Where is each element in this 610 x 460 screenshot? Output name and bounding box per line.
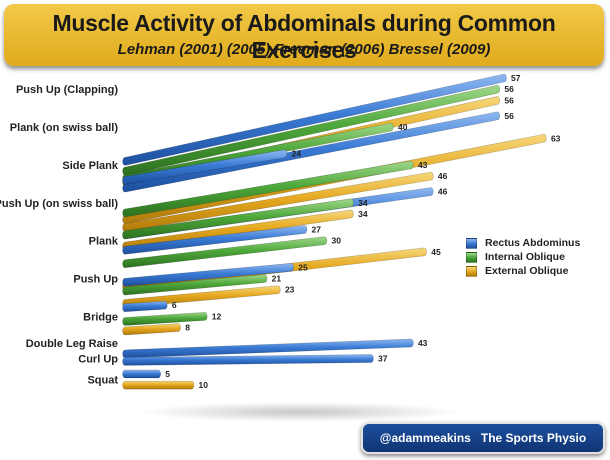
bar-side-plank-external-oblique [122, 171, 434, 232]
value-label-push-up-clapping-external-oblique: 56 [504, 95, 514, 105]
bar-curl-up-rectus-abdominus [122, 354, 374, 366]
credit-name: The Sports Physio [480, 431, 587, 445]
bar-push-up-clapping-internal-oblique [122, 84, 501, 176]
value-label-plank-on-swiss-ball-external-oblique: 63 [551, 133, 561, 143]
category-label-push-up: Push Up [73, 274, 118, 286]
chart-title: Muscle Activity of Abdominals during Com… [52, 10, 556, 63]
legend-label-external-oblique: External Oblique [485, 265, 569, 277]
value-label-push-up-clapping-rectus-abdominus: 57 [511, 73, 521, 83]
value-label-plank-external-oblique: 45 [431, 247, 441, 257]
value-label-push-up-on-swiss-ball-external-oblique: 34 [358, 209, 368, 219]
credit-handle: @adammeakins [379, 431, 471, 445]
value-label-double-leg-raise-rectus-abdominus: 43 [418, 338, 428, 348]
value-label-plank-rectus-abdominus: 27 [312, 224, 322, 234]
value-label-squat-rectus-abdominus: 5 [165, 369, 170, 379]
bar-side-plank-internal-oblique [122, 160, 414, 218]
category-label-plank: Plank [89, 236, 119, 248]
bars-layer: 5756565640632443464634342730452521236128… [122, 73, 561, 390]
bar-plank-rectus-abdominus [122, 225, 308, 255]
value-label-bridge-external-oblique: 8 [185, 323, 190, 333]
value-label-push-up-internal-oblique: 21 [272, 274, 282, 284]
value-label-push-up-clapping-internal-oblique: 56 [504, 84, 514, 94]
value-label-push-up-rectus-abdominus: 25 [298, 262, 308, 272]
value-label-push-up-on-swiss-ball-internal-oblique: 34 [358, 198, 368, 208]
bar-push-up-clapping-rectus-abdominus [122, 73, 507, 166]
category-label-plank-on-swiss-ball: Plank (on swiss ball) [10, 122, 119, 134]
value-label-bridge-rectus-abdominus: 6 [172, 300, 177, 310]
legend-label-rectus: Rectus Abdominus [485, 237, 581, 249]
category-label-push-up-on-swiss-ball: Push Up (on swiss ball) [0, 198, 118, 210]
legend-label-internal-oblique: Internal Oblique [485, 251, 565, 263]
bar-side-plank-rectus-abdominus [122, 149, 288, 185]
value-label-side-plank-external-oblique: 46 [438, 171, 448, 181]
legend-swatch-external-oblique [466, 265, 477, 277]
value-label-push-up-on-swiss-ball-rectus-abdominus: 46 [438, 187, 448, 197]
bar-bridge-rectus-abdominus [122, 300, 168, 313]
bar-plank-internal-oblique [122, 236, 328, 269]
bar-push-up-on-swiss-ball-internal-oblique [122, 198, 354, 240]
legend-swatch-rectus [466, 237, 477, 249]
bar-push-up-rectus-abdominus [122, 262, 294, 287]
category-label-squat: Squat [87, 375, 118, 387]
title-banner: Muscle Activity of Abdominals during Com… [4, 4, 604, 66]
category-label-side-plank: Side Plank [62, 160, 119, 172]
chart-subtitle: Lehman (2001) (2005) Freeman (2006) Bres… [117, 41, 491, 58]
category-label-double-leg-raise: Double Leg Raise [26, 338, 118, 350]
value-label-squat-external-oblique: 10 [199, 380, 209, 390]
value-label-plank-on-swiss-ball-internal-oblique: 40 [398, 122, 408, 132]
bar-double-leg-raise-rectus-abdominus [122, 338, 414, 359]
legend-item-internal-oblique: Internal Oblique [466, 250, 586, 264]
legend-swatch-internal-oblique [466, 251, 477, 263]
value-label-push-up-external-oblique: 23 [285, 285, 295, 295]
category-labels: Push Up (Clapping) Plank (on swiss ball) S… [0, 84, 119, 386]
floor-shadow [140, 402, 460, 422]
bar-bridge-internal-oblique [122, 312, 208, 326]
bar-plank-on-swiss-ball-rectus-abdominus [122, 111, 501, 193]
value-label-bridge-internal-oblique: 12 [212, 311, 222, 321]
bar-squat-external-oblique [122, 380, 195, 390]
legend-item-external-oblique: External Oblique [466, 264, 586, 278]
bar-squat-rectus-abdominus [122, 369, 161, 379]
category-label-push-up-clapping: Push Up (Clapping) [16, 84, 118, 96]
bar-bridge-external-oblique [122, 323, 181, 336]
value-label-plank-on-swiss-ball-rectus-abdominus: 56 [504, 111, 514, 121]
bar-push-up-internal-oblique [122, 274, 268, 296]
legend: Rectus Abdominus Internal Oblique Extern… [466, 236, 586, 278]
value-label-side-plank-internal-oblique: 43 [418, 160, 428, 170]
value-label-curl-up-rectus-abdominus: 37 [378, 353, 388, 363]
legend-item-rectus: Rectus Abdominus [466, 236, 586, 250]
value-label-plank-internal-oblique: 30 [332, 236, 342, 246]
value-label-side-plank-rectus-abdominus: 24 [292, 149, 302, 159]
category-label-curl-up: Curl Up [78, 353, 118, 365]
credit-badge: @adammeakins The Sports Physio [361, 422, 605, 454]
category-label-bridge: Bridge [83, 311, 118, 323]
